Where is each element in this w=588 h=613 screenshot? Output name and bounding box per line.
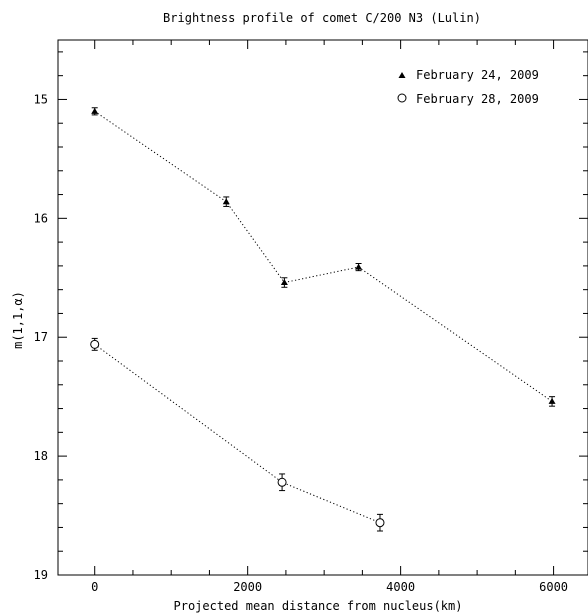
y-tick-label: 19 bbox=[34, 568, 48, 582]
y-tick-label: 17 bbox=[34, 330, 48, 344]
y-axis-label: m(1,1,α) bbox=[11, 291, 25, 349]
legend-marker-circle bbox=[397, 93, 407, 103]
axis-tick-labels: 0 2000 4000 6000 15 16 17 18 19 bbox=[34, 92, 568, 594]
data-point-feb24 bbox=[222, 198, 230, 205]
plot-frame bbox=[57, 39, 588, 576]
legend-label-feb24: February 24, 2009 bbox=[416, 68, 539, 82]
legend: February 24, 2009 February 28, 2009 bbox=[397, 68, 539, 106]
data-point-feb24 bbox=[91, 107, 99, 114]
data-point-feb24 bbox=[280, 279, 288, 286]
axis-ticks bbox=[58, 40, 588, 576]
y-tick-label: 18 bbox=[34, 449, 48, 463]
data-point-feb24 bbox=[548, 397, 556, 404]
legend-marker-triangle bbox=[398, 72, 406, 78]
data-point-feb28 bbox=[375, 518, 385, 528]
data-point-feb28 bbox=[90, 339, 100, 349]
legend-label-feb28: February 28, 2009 bbox=[416, 92, 539, 106]
series-line-2 bbox=[94, 343, 381, 524]
data-point-feb24 bbox=[355, 263, 363, 270]
x-tick-label: 2000 bbox=[233, 580, 262, 594]
x-tick-label: 6000 bbox=[539, 580, 568, 594]
data-point-feb28 bbox=[277, 477, 287, 487]
y-tick-label: 15 bbox=[34, 92, 48, 106]
x-axis-label: Projected mean distance from nucleus(km) bbox=[174, 599, 463, 613]
x-tick-label: 4000 bbox=[386, 580, 415, 594]
series-line-1 bbox=[94, 110, 553, 402]
chart-title: Brightness profile of comet C/200 N3 (Lu… bbox=[163, 11, 481, 25]
y-tick-label: 16 bbox=[34, 211, 48, 225]
x-tick-label: 0 bbox=[91, 580, 98, 594]
series-lines bbox=[94, 110, 553, 524]
series-markers bbox=[90, 107, 556, 532]
